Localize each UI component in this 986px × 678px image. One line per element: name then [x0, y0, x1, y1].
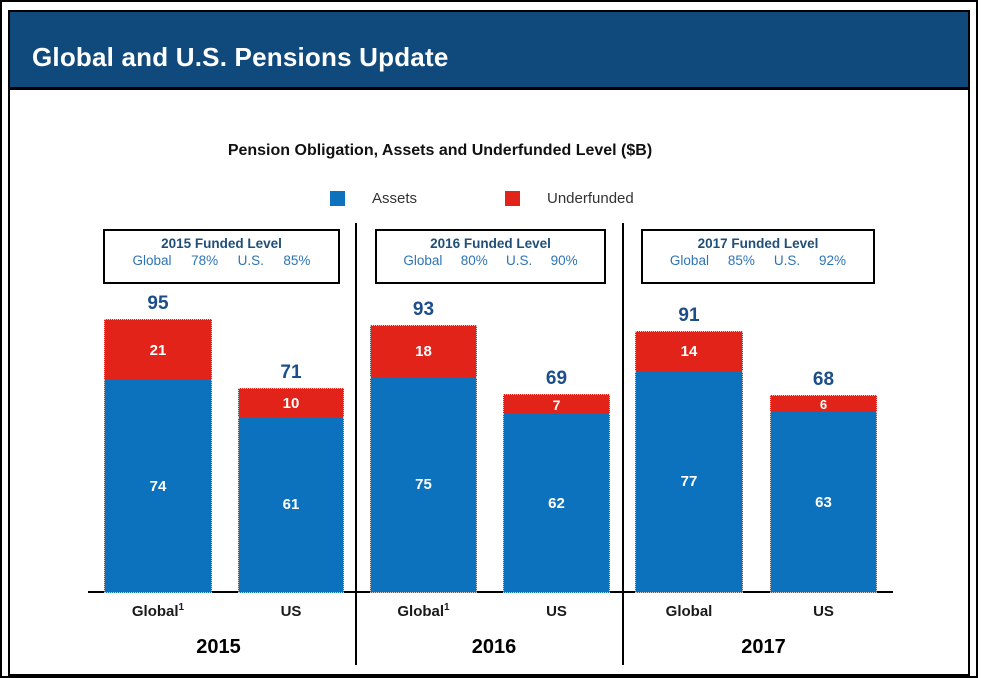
- funded-global-label: Global: [403, 253, 443, 268]
- page-title: Global and U.S. Pensions Update: [32, 42, 449, 72]
- assets-value: 77: [680, 473, 698, 490]
- assets-segment: 74: [104, 380, 212, 593]
- bar-2017-global: 91 14 77: [635, 305, 743, 593]
- underfunded-segment: 6: [770, 395, 877, 412]
- x-label-superscript: 1: [178, 602, 185, 613]
- bar-total-label: 71: [280, 362, 302, 383]
- funded-us-label: U.S.: [237, 253, 264, 268]
- assets-value: 62: [548, 494, 565, 512]
- underfunded-value: 10: [282, 394, 300, 412]
- year-label-2016: 2016: [471, 636, 517, 658]
- x-label-2015-global: Global1: [104, 602, 212, 620]
- underfunded-segment: 21: [104, 319, 212, 380]
- funded-us-label: U.S.: [506, 253, 533, 268]
- underfunded-legend-label: Underfunded: [547, 190, 634, 207]
- assets-legend-label: Assets: [372, 190, 418, 207]
- underfunded-segment: 7: [503, 394, 610, 414]
- x-label-text: Global: [665, 603, 713, 620]
- assets-legend-swatch-icon: [330, 191, 345, 206]
- assets-segment: 63: [770, 412, 877, 593]
- funded-box-row: Global 78% U.S. 85%: [105, 253, 338, 268]
- x-axis-line: [88, 591, 893, 593]
- x-label-text: US: [280, 603, 302, 620]
- funded-box-title: 2017 Funded Level: [697, 236, 819, 251]
- bar-total-label: 69: [545, 368, 568, 389]
- bar-total-label: 95: [147, 293, 169, 314]
- bar-total-label: 93: [412, 299, 435, 320]
- underfunded-segment: 10: [238, 388, 344, 417]
- assets-segment: 75: [370, 377, 477, 593]
- bar-2015-global: 95 21 74: [104, 293, 212, 593]
- funded-us-value: 90%: [550, 253, 578, 268]
- funded-level-box-2016: 2016 Funded Level Global 80% U.S. 90%: [375, 229, 606, 284]
- chart-title: Pension Obligation, Assets and Underfund…: [227, 142, 653, 159]
- bar-2016-us: 69 7 62: [503, 368, 610, 593]
- year-label-2015: 2015: [196, 636, 241, 658]
- bar-2017-us: 68 6 63: [770, 369, 877, 593]
- funded-box-row: Global 80% U.S. 90%: [377, 253, 604, 268]
- x-label-2016-us: US: [503, 602, 610, 620]
- assets-value: 74: [149, 477, 167, 495]
- underfunded-value: 7: [552, 396, 561, 413]
- x-label-2015-us: US: [238, 602, 344, 620]
- bar-total-label: 91: [678, 305, 700, 326]
- funded-box-row: Global 85% U.S. 92%: [643, 253, 873, 268]
- x-label-text: Global: [131, 603, 179, 620]
- panel-divider-2016-2017: [622, 223, 624, 665]
- bar-2016-global: 93 18 75: [370, 299, 477, 593]
- x-label-text: US: [546, 603, 567, 620]
- funded-global-label: Global: [669, 253, 709, 268]
- bar-total-label: 68: [812, 369, 835, 390]
- year-label-2017: 2017: [741, 636, 786, 658]
- funded-us-value: 85%: [283, 253, 311, 268]
- underfunded-value: 6: [819, 396, 828, 412]
- assets-segment: 61: [238, 417, 344, 593]
- underfunded-value: 21: [149, 341, 167, 359]
- funded-level-box-2017: 2017 Funded Level Global 85% U.S. 92%: [641, 229, 875, 284]
- x-label-superscript: 1: [444, 602, 450, 613]
- assets-segment: 62: [503, 414, 610, 593]
- funded-box-title: 2015 Funded Level: [161, 236, 282, 251]
- funded-level-box-2015: 2015 Funded Level Global 78% U.S. 85%: [103, 229, 340, 284]
- funded-global-value: 78%: [191, 253, 219, 268]
- bar-2015-us: 71 10 61: [238, 362, 344, 593]
- panel-divider-2015-2016: [355, 223, 357, 665]
- underfunded-value: 18: [415, 343, 432, 360]
- underfunded-segment: 18: [370, 325, 477, 377]
- funded-us-label: U.S.: [773, 253, 801, 268]
- x-label-2017-global: Global: [635, 602, 743, 620]
- underfunded-segment: 14: [635, 331, 743, 371]
- assets-value: 63: [815, 493, 832, 511]
- funded-us-value: 92%: [819, 253, 847, 268]
- inner-frame: [8, 10, 970, 676]
- underfunded-legend-swatch-icon: [505, 191, 520, 206]
- x-label-2016-global: Global1: [370, 602, 477, 620]
- assets-value: 75: [415, 476, 432, 493]
- underfunded-value: 14: [680, 343, 698, 360]
- slide-header: Global and U.S. Pensions Update: [10, 12, 968, 90]
- funded-global-value: 85%: [727, 253, 755, 268]
- assets-segment: 77: [635, 371, 743, 593]
- x-label-2017-us: US: [770, 602, 877, 620]
- funded-box-title: 2016 Funded Level: [430, 236, 551, 251]
- funded-global-value: 80%: [460, 253, 488, 268]
- assets-value: 61: [282, 496, 300, 513]
- x-label-text: Global: [397, 603, 445, 620]
- funded-global-label: Global: [132, 253, 172, 268]
- x-label-text: US: [813, 603, 834, 620]
